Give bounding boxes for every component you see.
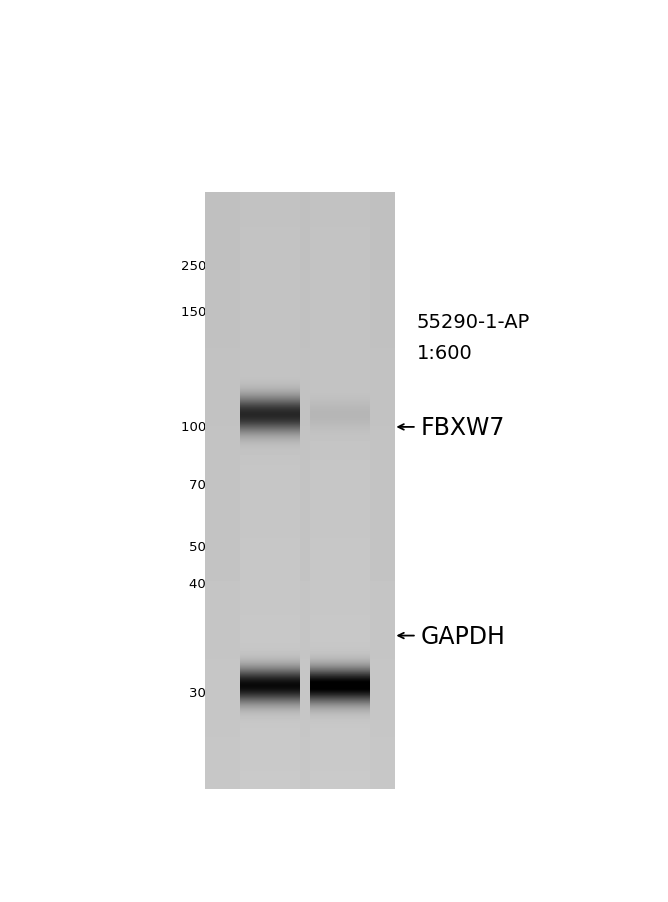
Text: 40 kDa: 40 kDa [189, 577, 236, 590]
Bar [242, 257, 389, 716]
Text: 30 kDa: 30 kDa [189, 686, 236, 699]
Text: 150 kDa: 150 kDa [180, 306, 236, 318]
Text: HEK-293: HEK-293 [272, 756, 360, 776]
Text: 55290-1-AP: 55290-1-AP [417, 313, 530, 332]
Text: 100 kDa: 100 kDa [180, 421, 236, 434]
Text: 250 kDa: 250 kDa [180, 260, 236, 272]
Text: GAPDH: GAPDH [421, 624, 506, 648]
Text: si-FBXW7: si-FBXW7 [338, 201, 391, 254]
Text: WWW.PTGLAB.COM: WWW.PTGLAB.COM [309, 428, 323, 542]
Text: 50 kDa: 50 kDa [189, 540, 236, 553]
Text: FBXW7: FBXW7 [421, 416, 505, 439]
Text: si-control: si-control [283, 201, 337, 254]
Text: 1:600: 1:600 [417, 344, 472, 363]
Text: 70 kDa: 70 kDa [189, 479, 236, 492]
